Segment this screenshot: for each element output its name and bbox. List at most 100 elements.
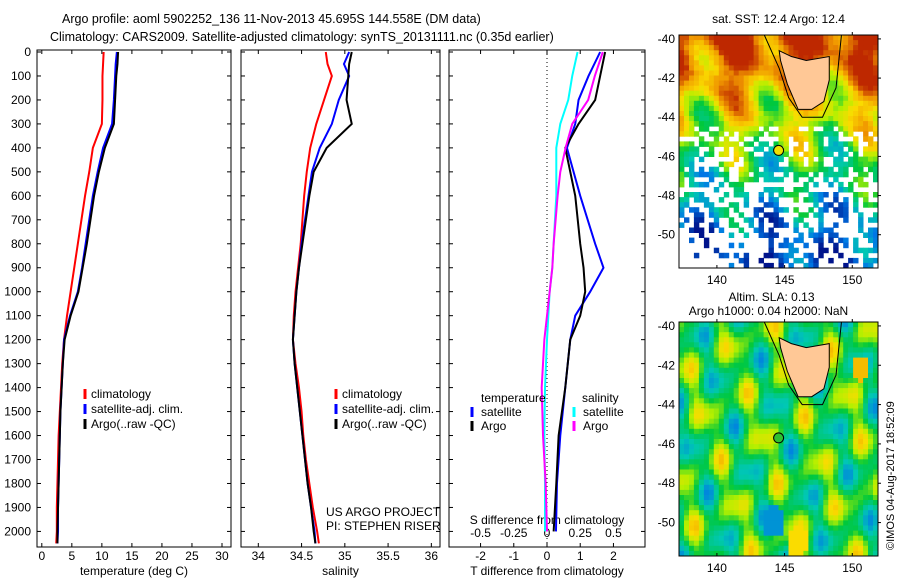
- map-cell: [838, 55, 844, 61]
- map-cell: [828, 408, 834, 414]
- map-cell: [753, 393, 759, 399]
- map-cell: [868, 141, 874, 147]
- map-cell: [708, 327, 715, 333]
- map-cell: [763, 413, 769, 420]
- map-cell: [798, 444, 804, 450]
- map-cell: [693, 545, 700, 552]
- map-cell: [813, 550, 819, 557]
- map-cell: [868, 459, 874, 465]
- map-cell: [823, 50, 829, 56]
- map-cell: [773, 545, 779, 552]
- map-cell: [758, 520, 764, 526]
- map-cell: [818, 50, 824, 56]
- map-cell: [703, 398, 710, 404]
- map-cell: [728, 352, 735, 358]
- map-cell: [773, 222, 779, 228]
- map-cell: [793, 45, 799, 51]
- map-cell: [689, 126, 695, 132]
- map-cell: [873, 217, 879, 223]
- map-cell: [818, 444, 824, 450]
- map-cell: [788, 100, 794, 107]
- map-cell: [848, 418, 854, 425]
- map-cell: [679, 146, 685, 152]
- map-cell: [728, 121, 735, 127]
- map-cell: [868, 347, 874, 353]
- map-cell: [858, 40, 864, 46]
- map-cell: [843, 90, 849, 97]
- map-cell: [838, 85, 844, 92]
- map-cell: [743, 252, 750, 259]
- map-cell: [773, 217, 779, 223]
- map-cell: [768, 372, 774, 379]
- map-cell: [723, 45, 730, 51]
- map-cell: [853, 550, 859, 557]
- map-cell: [853, 383, 859, 389]
- map-cell: [798, 136, 804, 142]
- map-cell: [748, 222, 754, 228]
- map-cell: [843, 500, 849, 506]
- map-cell: [684, 403, 690, 409]
- map-cell: [848, 530, 854, 537]
- map-cell: [693, 510, 700, 516]
- map-cell: [703, 35, 710, 41]
- map-cell: [758, 464, 764, 470]
- map-cell: [778, 535, 784, 542]
- map-title: sat. SST: 12.4 Argo: 12.4: [712, 12, 845, 26]
- map-cell: [748, 357, 754, 364]
- map-cell: [693, 484, 700, 491]
- map-cell: [679, 352, 685, 358]
- map-cell: [803, 439, 809, 445]
- map-cell: [684, 505, 690, 511]
- lat-tick-label: -40: [658, 319, 676, 333]
- map-cell: [728, 242, 735, 249]
- map-cell: [803, 327, 809, 333]
- map-cell: [768, 505, 774, 511]
- map-cell: [833, 505, 839, 511]
- map-cell: [788, 332, 794, 338]
- map-cell: [868, 515, 874, 521]
- map-cell: [693, 520, 700, 526]
- map-cell: [838, 408, 844, 414]
- map-cell: [723, 75, 730, 81]
- map-cell: [698, 90, 705, 97]
- map-cell: [718, 212, 725, 218]
- map-cell: [708, 388, 715, 394]
- map-cell: [873, 212, 879, 218]
- map-cell: [818, 121, 824, 127]
- map-cell: [813, 520, 819, 526]
- map-cell: [783, 439, 789, 445]
- map-cell: [798, 111, 804, 117]
- map-cell: [703, 383, 710, 389]
- x-tick-label: 2: [610, 549, 617, 563]
- map-cell: [723, 357, 730, 364]
- map-cell: [713, 403, 720, 409]
- map-cell: [783, 444, 789, 450]
- map-cell: [768, 217, 774, 223]
- map-cell: [783, 257, 789, 264]
- map-cell: [843, 352, 849, 358]
- map-cell: [818, 545, 824, 552]
- map-cell: [718, 469, 725, 475]
- map-cell: [788, 156, 794, 163]
- map-cell: [843, 55, 849, 61]
- map-cell: [738, 136, 745, 142]
- map-cell: [858, 222, 864, 228]
- map-cell: [853, 454, 859, 460]
- map-cell: [684, 439, 690, 445]
- map-cell: [798, 116, 804, 122]
- map-cell: [828, 459, 834, 465]
- map-cell: [684, 413, 690, 420]
- map-cell: [778, 105, 784, 112]
- map-cell: [783, 337, 789, 343]
- map-cell: [823, 95, 829, 102]
- map-cell: [698, 545, 705, 552]
- map-cell: [833, 403, 839, 409]
- map-cell: [718, 510, 725, 516]
- map-cell: [763, 45, 769, 51]
- map-cell: [773, 495, 779, 501]
- map-cell: [753, 550, 759, 557]
- map-cell: [758, 408, 764, 414]
- map-cell: [763, 545, 769, 552]
- map-cell: [693, 428, 700, 435]
- map-cell: [684, 85, 690, 92]
